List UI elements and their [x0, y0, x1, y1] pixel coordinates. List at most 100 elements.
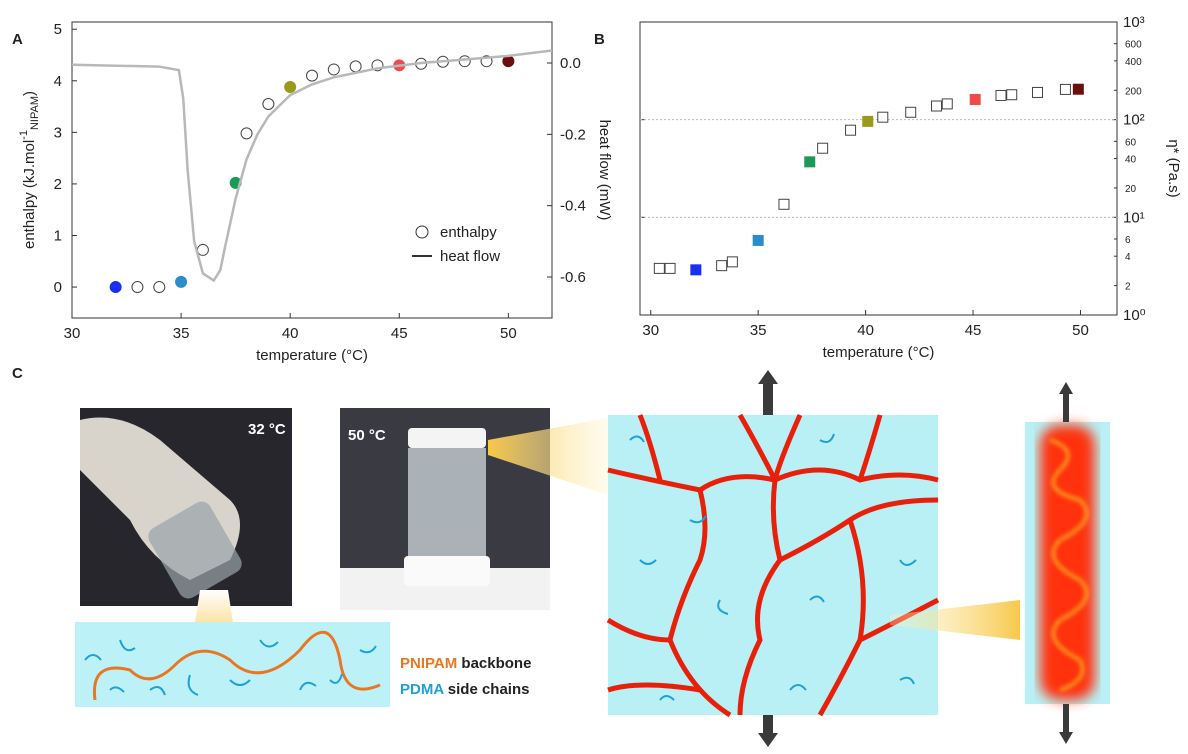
point: [306, 69, 318, 82]
point: [862, 115, 874, 127]
y2-axis-label: heat flow (mW): [596, 120, 613, 221]
panel-c-art: 32 °C 50 °C PNIPAM backbone PDMA side ch…: [75, 370, 1110, 747]
point: [1059, 83, 1071, 95]
point: [1072, 83, 1084, 95]
point: [109, 281, 122, 294]
point: [1032, 86, 1043, 98]
point: [817, 142, 829, 154]
collapsed-chain: [1040, 425, 1095, 700]
y2-tick-label: -0.4: [560, 198, 586, 215]
arrows: [758, 370, 1073, 747]
x-tick-label: 40: [857, 322, 874, 339]
y-axis-label-part: enthalpy (kJ.mol: [21, 140, 38, 249]
photo-label: 32 °C: [248, 421, 286, 438]
y-tick-label: 10²: [1123, 112, 1145, 129]
legend-desc: side chains: [448, 681, 530, 698]
point: [778, 198, 790, 210]
point: [349, 60, 362, 73]
y-axis-label-sup: -1: [18, 130, 30, 140]
y-tick-label: 10³: [1123, 14, 1145, 31]
legend-swatch: [415, 225, 429, 239]
x-tick-label: 30: [64, 325, 81, 342]
y-tick-label: 3: [54, 124, 62, 141]
legend-desc: backbone: [461, 655, 531, 672]
y-minor-tick-label: 60: [1125, 137, 1137, 148]
y-tick-label: 4: [54, 73, 62, 90]
x-axis-label: temperature (°C): [823, 344, 935, 361]
point: [726, 256, 738, 268]
point: [175, 275, 188, 288]
y-tick-label: 2: [54, 176, 62, 193]
point: [664, 262, 676, 274]
point: [752, 234, 764, 246]
y2-tick-label: -0.6: [560, 269, 586, 286]
y-tick-label: 1: [54, 227, 62, 244]
panel-label: C: [12, 365, 23, 382]
point: [931, 100, 943, 112]
point: [653, 262, 665, 274]
legend-name: PNIPAM: [400, 655, 457, 672]
zoom-cone: [890, 600, 1020, 640]
point: [905, 106, 917, 118]
vial: [148, 501, 242, 599]
vial-base: [404, 556, 490, 586]
y-minor-tick-label: 6: [1125, 235, 1131, 246]
y-minor-tick-label: 200: [1125, 86, 1142, 97]
zoom-cone: [488, 418, 608, 495]
y2-tick-label: -0.2: [560, 126, 586, 143]
point: [845, 124, 857, 136]
y-minor-tick-label: 4: [1125, 252, 1131, 263]
point: [716, 260, 728, 272]
x-tick-label: 30: [642, 322, 659, 339]
x-tick-label: 45: [965, 322, 982, 339]
y-minor-tick-label: 2: [1125, 282, 1131, 293]
x-tick-label: 35: [173, 325, 190, 342]
point: [262, 97, 275, 110]
x-tick-label: 50: [500, 325, 517, 342]
point: [969, 93, 981, 105]
point: [804, 156, 816, 168]
chain-box: [75, 622, 390, 707]
y-axis-label: η* (Pa.s): [1165, 139, 1182, 197]
y-axis-label-part: ): [21, 91, 38, 96]
y-tick-label: 10⁰: [1123, 307, 1146, 324]
y2-tick-label: 0.0: [560, 55, 581, 72]
heat-flow-line: [71, 49, 553, 283]
point: [877, 111, 889, 123]
x-tick-label: 40: [282, 325, 299, 342]
legend-label: heat flow: [440, 248, 500, 265]
x-axis-label: temperature (°C): [256, 347, 368, 364]
point: [131, 281, 144, 294]
vial: [408, 448, 486, 558]
point: [458, 55, 471, 68]
y-minor-tick-label: 20: [1125, 184, 1137, 195]
y-minor-tick-label: 40: [1125, 155, 1137, 166]
y-axis-label-sub: NIPAM: [29, 96, 41, 130]
backbone: [92, 630, 381, 701]
y-tick-label: 0: [54, 279, 62, 296]
y-minor-tick-label: 600: [1125, 40, 1142, 51]
panel-label: A: [12, 31, 23, 48]
plot-frame: [639, 21, 1118, 316]
network-box: [608, 415, 938, 715]
side-chains: [629, 433, 917, 701]
point: [1006, 89, 1018, 101]
legend-text: PNIPAM backbone: [400, 655, 531, 672]
point: [941, 98, 953, 110]
point: [995, 89, 1007, 101]
x-tick-label: 45: [391, 325, 408, 342]
plot-frame: [71, 21, 553, 319]
y-minor-tick-label: 400: [1125, 57, 1142, 68]
point: [327, 63, 340, 76]
photo-label: 50 °C: [348, 427, 386, 444]
y-tick-label: 5: [54, 21, 62, 38]
panel-label: B: [594, 31, 605, 48]
y-tick-label: 10¹: [1123, 209, 1145, 226]
point: [690, 264, 702, 276]
y-axis-label: enthalpy (kJ.mol-1NIPAM): [18, 91, 41, 249]
legend-text: PDMA side chains: [400, 681, 529, 698]
collapsed-chain: [1049, 438, 1089, 692]
vial-cap: [408, 428, 486, 448]
legend-label: enthalpy: [440, 224, 497, 241]
